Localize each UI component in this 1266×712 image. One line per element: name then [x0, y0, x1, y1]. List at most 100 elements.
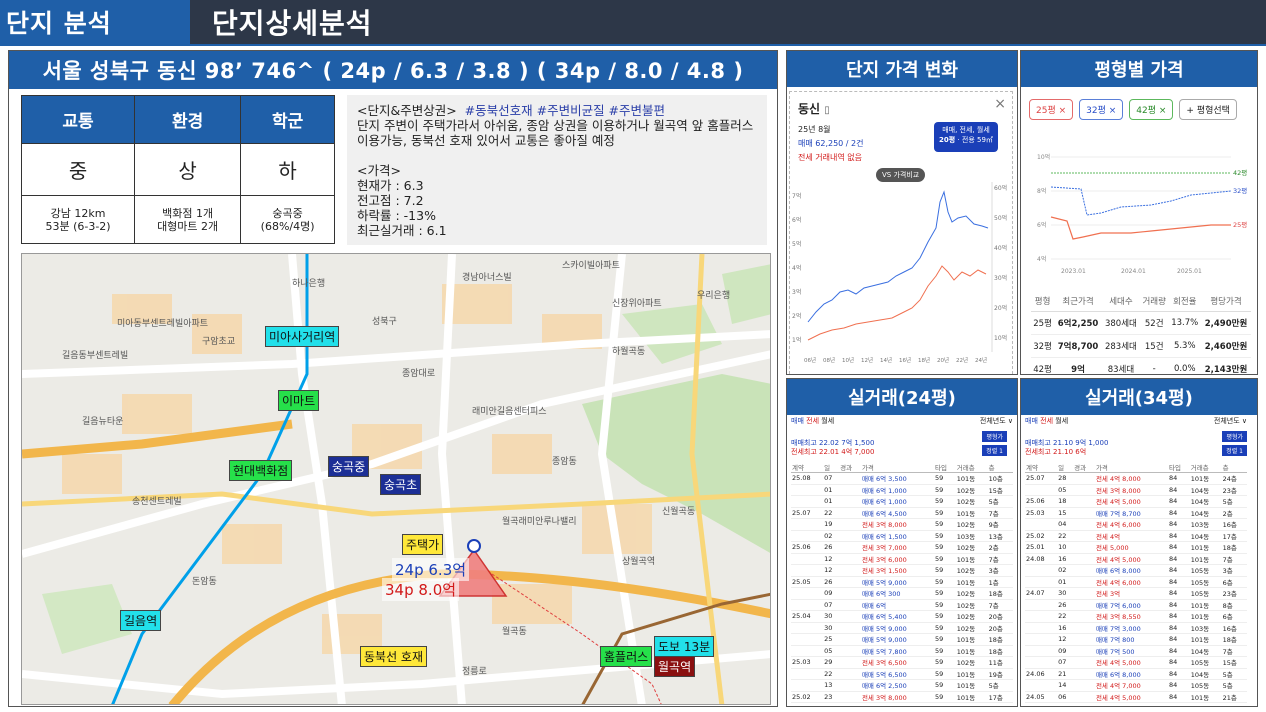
table-row: 25.02 22 전세 4억 84 104동 17층: [1025, 530, 1247, 542]
series-25p: [1050, 216, 1231, 240]
y-tick-left: 5억: [792, 240, 801, 248]
detail-school: 숭곡중 (68%/4명): [240, 195, 335, 244]
tx24-panel: 실거래(24평) 매매 전세 월세 전체년도 ∨ 매매최고 22.02 7억 1…: [786, 378, 1018, 707]
x-tick: 2023.01: [1061, 268, 1086, 275]
table-row: 25 매매 5억 9,000 59 101동 18층: [791, 633, 1013, 646]
tab-42p[interactable]: 42평 ×: [1129, 99, 1174, 120]
notes-desc: 단지 주변이 주택가라서 아쉬움, 종암 상권을 이용하거나 월곡역 앞 홈플러…: [357, 118, 754, 148]
tx24-tab-monthly[interactable]: 월세: [821, 417, 835, 425]
label-hyundai: 현대백화점: [229, 460, 293, 481]
table-row: 25.03 15 매매 7억 8,700 84 104동 2층: [1025, 507, 1247, 519]
series-label-25p: 25평: [1233, 220, 1247, 229]
tx34-tab-monthly[interactable]: 월세: [1055, 417, 1069, 425]
tx34-period-select[interactable]: 전체년도 ∨: [1213, 417, 1247, 425]
table-row: 05 매매 5억 7,800 59 101동 18층: [791, 645, 1013, 657]
map-place: 신장위아파트: [612, 299, 662, 309]
y-tick-left: 6억: [792, 216, 801, 224]
label-sunggok-middle: 숭곡중: [328, 456, 370, 477]
label-housing: 주택가: [402, 534, 444, 555]
table-row: 42평 9억 83세대 -0.0% 2,143만원: [1031, 357, 1251, 374]
table-row: 26 매매 7억 6,000 84 101동 8층: [1025, 599, 1247, 611]
tx24-size-button[interactable]: 평형가: [982, 431, 1007, 442]
tab-25p[interactable]: 25평 ×: [1029, 99, 1074, 120]
table-row: 25평 6억2,250 380세대 52건 13.7% 2,490만원: [1031, 311, 1251, 335]
map-place: 길음동부센트레빌: [62, 351, 129, 361]
map-place: 상월곡역: [622, 557, 656, 567]
tx34-table: 계약 일 경과 가격 타입 거래층 층 25.07 28 전세 4억 8,000 84 101동 24…: [1025, 461, 1247, 703]
complex-notes: <단지&주변상권> #동북선호재 #주변비균질 #주변불편 단지 주변이 주택가…: [347, 95, 767, 245]
price-change-panel: 단지 가격 변화 동신 ▯ × 25년 8월 매매 62,250 / 2건 전세…: [786, 50, 1018, 375]
price-chart-card: 동신 ▯ × 25년 8월 매매 62,250 / 2건 전세 거래내역 없음 …: [789, 91, 1013, 374]
x-tick: 18년: [918, 356, 930, 364]
tx24-period-select[interactable]: 전체년도 ∨: [979, 417, 1013, 425]
table-row: 07 매매 6억 59 102동 7층: [791, 599, 1013, 611]
map-place: 종암대로: [402, 369, 436, 379]
rent-price-line: [807, 265, 987, 341]
table-row: 13 매매 6억 2,500 59 101동 5층: [791, 679, 1013, 692]
table-row: 01 매매 6억 1,000 59 102동 5층: [791, 495, 1013, 508]
chart-date: 25년 8월: [798, 125, 831, 134]
table-row: 30 매매 5억 9,000 59 102동 20층: [791, 622, 1013, 634]
series-label-42p: 42평: [1233, 168, 1247, 177]
area-map[interactable]: 하나은행 미아동부센트레빌아파트 경남아너스빌 스카이빌아파트 우리은행 신장위…: [21, 253, 771, 705]
tab-32p[interactable]: 32평 ×: [1079, 99, 1124, 120]
complex-name: 동신 ▯: [798, 102, 830, 116]
table-row: 12 전세 3억 1,500 59 102동 3층: [791, 564, 1013, 577]
y-tick: 6억: [1037, 221, 1046, 229]
label-wolgok-station: 월곡역: [654, 656, 696, 677]
x-tick: 10년: [842, 356, 854, 364]
series-label-32p: 32평: [1233, 186, 1247, 195]
label-walk-time: 도보 13분: [654, 636, 715, 657]
label-sunggok-elementary: 숭곡초: [380, 474, 422, 495]
compare-button[interactable]: VS 가격비교: [876, 168, 926, 182]
x-tick: 20년: [937, 356, 949, 364]
pyeong-tabs: 25평 × 32평 × 42평 × + 평형선택: [1029, 99, 1237, 120]
add-pyeong-button[interactable]: + 평형선택: [1179, 99, 1237, 120]
tx34-tab-rent[interactable]: 전세: [1040, 417, 1054, 425]
tx24-tab-sale[interactable]: 매매: [791, 417, 804, 425]
map-place: 월곡래미안루나밸리: [502, 517, 577, 527]
map-place: 돈암동: [192, 577, 217, 587]
section-label: 단지 분석: [0, 0, 190, 44]
filter-button[interactable]: 매매, 전세, 월세 20평 · 전용 59㎡: [934, 122, 998, 152]
map-place: 경남아너스빌: [462, 273, 512, 283]
tx24-tabs: 매매 전세 월세 전체년도 ∨: [791, 417, 1013, 426]
tx34-summary: 매매최고 21.10 9억 1,000 전세최고 21.10 6억: [1025, 439, 1109, 456]
tx34-tab-sale[interactable]: 매매: [1025, 417, 1038, 425]
y-tick-right: 30억: [994, 274, 1007, 282]
y-tick-right: 60억: [994, 184, 1007, 192]
tx34-panel: 실거래(34평) 매매 전세 월세 전체년도 ∨ 매매최고 21.10 9억 1…: [1020, 378, 1258, 707]
table-row: 25.01 10 전세 5,000 84 101동 18층: [1025, 541, 1247, 554]
table-row: 19 전세 3억 8,000 59 102동 9층: [791, 518, 1013, 531]
table-row: 24.06 21 매매 6억 8,000 84 104동 5층: [1025, 668, 1247, 680]
map-place: 우리은행: [697, 291, 731, 301]
sale-price-line: [807, 190, 989, 323]
table-row: 24.05 06 전세 4억 5,000 84 101동 21층: [1025, 691, 1247, 703]
table-row: 32평 7억8,700 283세대 15건 5.3% 2,460만원: [1031, 334, 1251, 358]
table-row: 01 매매 6억 1,000 59 102동 15층: [791, 484, 1013, 496]
table-row: 25.08 07 매매 6억 3,500 59 101동 10층: [791, 472, 1013, 485]
tx34-size-button[interactable]: 평형가: [1222, 431, 1247, 442]
close-icon[interactable]: ×: [994, 96, 1006, 112]
tx24-tab-rent[interactable]: 전세: [806, 417, 820, 425]
label-dongbuk-line: 동북선 호재: [360, 646, 428, 667]
tx34-sort-button[interactable]: 정렬 1: [1222, 445, 1247, 456]
price-current: 현재가 : 6.3: [357, 178, 424, 193]
tx24-sort-button[interactable]: 정렬 1: [982, 445, 1007, 456]
table-row: 09 매매 6억 300 59 102동 18층: [791, 587, 1013, 600]
y-tick: 10억: [1037, 153, 1050, 161]
label-gireum-station: 길음역: [120, 610, 162, 631]
y-tick: 8억: [1037, 187, 1046, 195]
pyeong-price-panel: 평형별 가격 25평 × 32평 × 42평 × + 평형선택 10억 8억 6…: [1020, 50, 1258, 375]
table-row: 25.03 29 전세 3억 6,500 59 102동 11층: [791, 656, 1013, 669]
pyeong-chart: 10억 8억 6억 4억 2023.01 2024.01 2025.01 42평…: [1037, 153, 1247, 275]
y-tick-left: 7억: [792, 192, 801, 200]
map-place: 정릉로: [462, 667, 487, 677]
label-24p-price: 24p 6.3억: [392, 558, 470, 581]
map-icon: ▯: [824, 105, 830, 116]
y-tick-left: 1억: [792, 336, 801, 344]
table-row: 22 매매 5억 6,500 59 101동 19층: [791, 668, 1013, 680]
price-peak: 전고점 : 7.2: [357, 193, 424, 208]
detail-environment: 백화점 1개 대형마트 2개: [134, 195, 242, 244]
tx24-summary: 매매최고 22.02 7억 1,500 전세최고 22.01 4억 7,000: [791, 439, 875, 456]
